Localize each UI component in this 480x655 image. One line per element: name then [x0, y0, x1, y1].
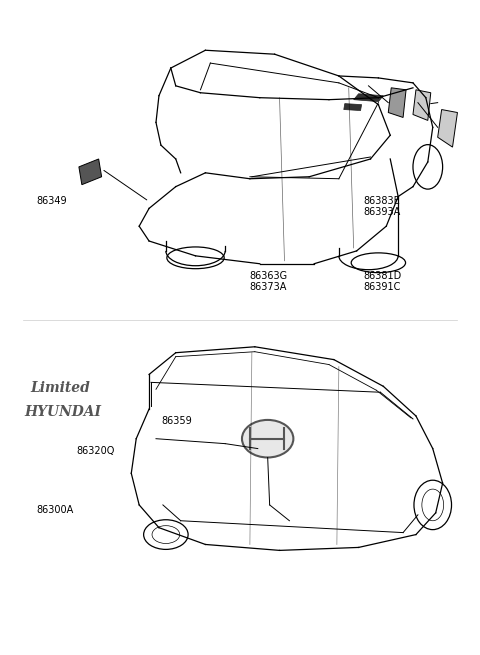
Polygon shape — [344, 103, 361, 111]
Text: 86320Q: 86320Q — [76, 445, 115, 455]
Text: 86381D: 86381D — [363, 271, 402, 281]
Polygon shape — [354, 94, 384, 102]
Polygon shape — [413, 90, 431, 121]
Text: 86393A: 86393A — [363, 207, 401, 217]
Text: 86300A: 86300A — [36, 505, 73, 515]
Text: 86349: 86349 — [36, 196, 67, 206]
Polygon shape — [388, 88, 406, 117]
Polygon shape — [438, 109, 457, 147]
Text: 86391C: 86391C — [363, 282, 401, 291]
Ellipse shape — [242, 420, 293, 457]
Text: 86373A: 86373A — [250, 282, 287, 291]
Text: 86363G: 86363G — [250, 271, 288, 281]
Text: 86383E: 86383E — [363, 196, 400, 206]
Text: Limited: Limited — [30, 381, 90, 395]
Text: 86359: 86359 — [162, 417, 192, 426]
Text: HYUNDAI: HYUNDAI — [24, 405, 102, 419]
Polygon shape — [79, 159, 102, 185]
